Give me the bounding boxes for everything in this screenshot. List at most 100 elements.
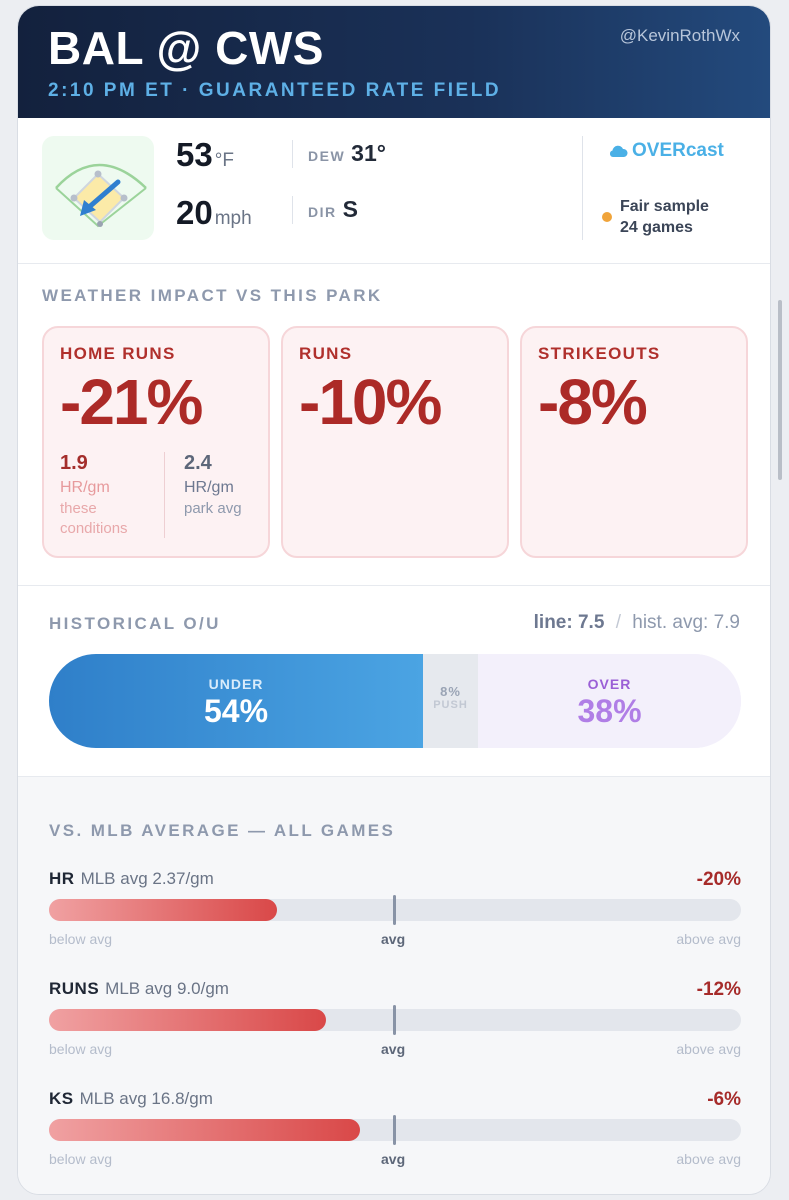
comparison-row-ks: KS MLB avg 16.8/gm -6% below avg avg abov… [49,1089,741,1189]
scale-avg: avg [381,1041,406,1057]
impact-label: RUNS [299,344,353,363]
game-time-venue: 2:10 PM ET · GUARANTEED RATE FIELD [48,80,502,101]
push-segment: 8% PUSH [423,654,478,748]
dir-label: DIR [308,204,337,220]
ou-distribution-bar: UNDER 54% 8% PUSH OVER 38% [49,654,741,748]
sample-count: 24 games [620,219,693,236]
hr-park-value: 2.4 [184,452,212,474]
sky-condition: OVERcast [608,140,724,162]
divider [292,140,293,168]
line-label: line: [533,612,573,633]
push-value: 8% [440,684,461,699]
hr-park-note: park avg [184,500,242,517]
stat-mlb-avg: MLB avg 9.0/gm [105,979,229,998]
sample-indicator-icon [602,212,612,222]
game-card: BAL @ CWS 2:10 PM ET · GUARANTEED RATE F… [17,5,771,1195]
meta-separator: / [615,612,621,633]
wind-speed-value: 20 [176,194,213,231]
avg-marker [393,1005,396,1035]
comparison-track [49,1005,741,1035]
header: BAL @ CWS 2:10 PM ET · GUARANTEED RATE F… [18,6,770,118]
under-segment: UNDER 54% [49,654,423,748]
comparison-fill [49,1009,326,1031]
avg-marker [393,1115,396,1145]
scale-below: below avg [49,1151,113,1167]
cloud-icon [609,145,628,157]
under-value: 54% [203,693,269,729]
over-segment: OVER 38% [478,654,741,748]
dir-value: S [342,196,358,222]
comparison-fill [49,1119,360,1141]
impact-card-runs: RUNS -10% [281,326,509,558]
temperature: 53 °F [176,136,234,174]
hr-conditions-note: these conditions [60,500,128,537]
comparison-row-hr: HR MLB avg 2.37/gm -20% below avg avg abo… [49,869,741,969]
comparison-row-runs: RUNS MLB avg 9.0/gm -12% below avg avg ab… [49,979,741,1079]
section-title: VS. MLB AVERAGE — ALL GAMES [49,821,396,840]
impact-value: -21% [60,366,203,438]
push-label: PUSH [433,699,468,711]
scale-avg: avg [381,931,406,947]
impact-card-home-runs: HOME RUNS -21% 1.9 HR/gm these conditions… [42,326,270,558]
wind-speed-unit: mph [214,208,252,229]
weather-impact-section: WEATHER IMPACT VS THIS PARK HOME RUNS -2… [18,264,770,586]
divider [582,136,583,240]
scale-above: above avg [676,931,741,947]
impact-card-strikeouts: STRIKEOUTS -8% [520,326,748,558]
dew-point: DEW 31° [308,140,386,167]
over-label: OVER [587,676,632,692]
comparison-fill [49,899,277,921]
scale-below: below avg [49,1041,113,1057]
comparison-track [49,1115,741,1145]
stat-key: HR [49,869,75,888]
dew-label: DEW [308,148,346,164]
avg-marker [393,895,396,925]
stat-key: RUNS [49,979,100,998]
stat-diff: -20% [696,869,741,890]
hr-conditions-unit: HR/gm [60,479,110,496]
stat-key: KS [49,1089,74,1108]
wind-speed: 20 mph [176,194,252,232]
line-value: 7.5 [577,612,605,633]
matchup-title: BAL @ CWS [48,22,324,74]
under-label: UNDER [208,676,264,692]
hr-comparison: 1.9 HR/gm these conditions 2.4 HR/gm park… [60,452,260,542]
hr-these-conditions: 1.9 HR/gm these conditions [60,452,128,539]
ou-line-info: line: 7.5 / hist. avg: 7.9 [534,612,740,634]
scale-above: above avg [676,1151,741,1167]
scale-above: above avg [676,1041,741,1057]
dew-value: 31° [351,140,386,166]
sample-size: Fair sample 24 games [602,196,709,238]
wind-diamond [42,136,154,240]
sky-label: OVERcast [632,140,724,161]
baseball-diamond-icon [55,163,147,228]
stat-diff: -6% [707,1089,741,1110]
temperature-unit: °F [214,150,234,171]
mlb-average-section: VS. MLB AVERAGE — ALL GAMES HR MLB avg 2.… [18,776,770,1194]
stat-mlb-avg: MLB avg 2.37/gm [80,869,214,888]
historical-ou-section: HISTORICAL O/U line: 7.5 / hist. avg: 7.… [18,586,770,776]
hist-avg-value: 7.9 [713,612,740,633]
author-handle: @KevinRothWx [619,26,740,45]
scrollbar[interactable] [778,300,782,480]
comparison-track [49,895,741,925]
impact-label: STRIKEOUTS [538,344,661,363]
hr-conditions-value: 1.9 [60,452,88,474]
divider [164,452,165,538]
wind-direction: DIR S [308,196,358,223]
sample-quality: Fair sample [620,198,709,215]
section-title: HISTORICAL O/U [49,614,221,633]
impact-value: -10% [299,366,442,438]
hr-park-avg: 2.4 HR/gm park avg [184,452,242,519]
over-value: 38% [577,693,642,729]
divider [292,196,293,224]
impact-label: HOME RUNS [60,344,176,363]
stat-diff: -12% [696,979,741,1000]
section-title: WEATHER IMPACT VS THIS PARK [42,286,383,305]
stat-mlb-avg: MLB avg 16.8/gm [79,1089,213,1108]
impact-value: -8% [538,366,648,438]
scale-below: below avg [49,931,113,947]
scale-avg: avg [381,1151,406,1167]
hist-avg-label: hist. avg: [632,612,709,633]
temperature-value: 53 [176,136,213,173]
